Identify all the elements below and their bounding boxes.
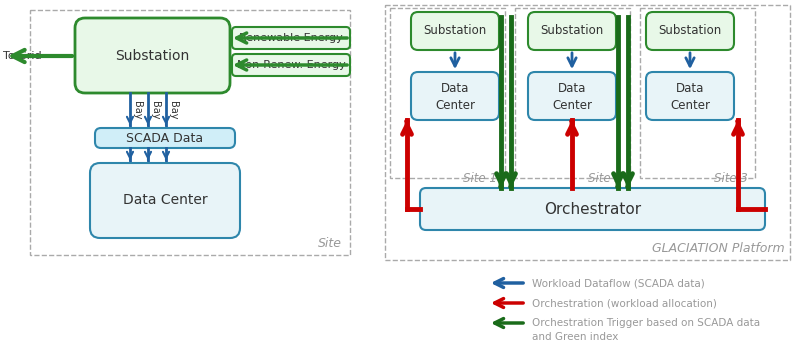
FancyBboxPatch shape [75,18,230,93]
Text: Renewable Energy: Renewable Energy [239,33,343,43]
FancyBboxPatch shape [232,27,350,49]
FancyBboxPatch shape [90,163,240,238]
Text: Data: Data [441,82,469,95]
Text: Center: Center [435,99,475,112]
FancyBboxPatch shape [95,128,235,148]
Text: Orchestration Trigger based on SCADA data: Orchestration Trigger based on SCADA dat… [532,318,760,328]
Text: Data: Data [558,82,586,95]
Text: Workload Dataflow (SCADA data): Workload Dataflow (SCADA data) [532,278,705,288]
Bar [640,8,755,178]
Text: Bay: Bay [132,101,142,120]
Text: Center: Center [670,99,710,112]
Text: Bay: Bay [168,101,178,120]
Text: Orchestration (workload allocation): Orchestration (workload allocation) [532,298,717,308]
Text: Site 1: Site 1 [463,172,497,185]
Text: Substation: Substation [658,24,722,38]
FancyBboxPatch shape [646,72,734,120]
FancyBboxPatch shape [420,188,765,230]
Text: Orchestrator: Orchestrator [544,202,641,217]
FancyBboxPatch shape [528,12,616,50]
Text: Substation: Substation [115,48,190,63]
Text: SCADA Data: SCADA Data [126,131,203,145]
Text: Substation: Substation [423,24,486,38]
FancyBboxPatch shape [528,72,616,120]
Text: GLACIATION Platform: GLACIATION Platform [652,242,785,255]
Text: and Green index: and Green index [532,332,618,342]
Bar [385,5,790,260]
Text: Center: Center [552,99,592,112]
Text: Site 2: Site 2 [588,172,622,185]
Text: Data Center: Data Center [122,194,207,208]
Text: Non-Renew. Energy: Non-Renew. Energy [237,60,346,70]
FancyBboxPatch shape [232,54,350,76]
Bar [390,8,505,178]
FancyBboxPatch shape [411,72,499,120]
Text: To Grid: To Grid [3,51,42,61]
Text: Site 3: Site 3 [714,172,748,185]
FancyBboxPatch shape [411,12,499,50]
Text: Bay: Bay [150,101,160,120]
Text: Substation: Substation [540,24,604,38]
Bar [30,10,350,255]
Bar [515,8,630,178]
Text: Site: Site [318,237,342,250]
Text: Data: Data [676,82,704,95]
FancyBboxPatch shape [646,12,734,50]
